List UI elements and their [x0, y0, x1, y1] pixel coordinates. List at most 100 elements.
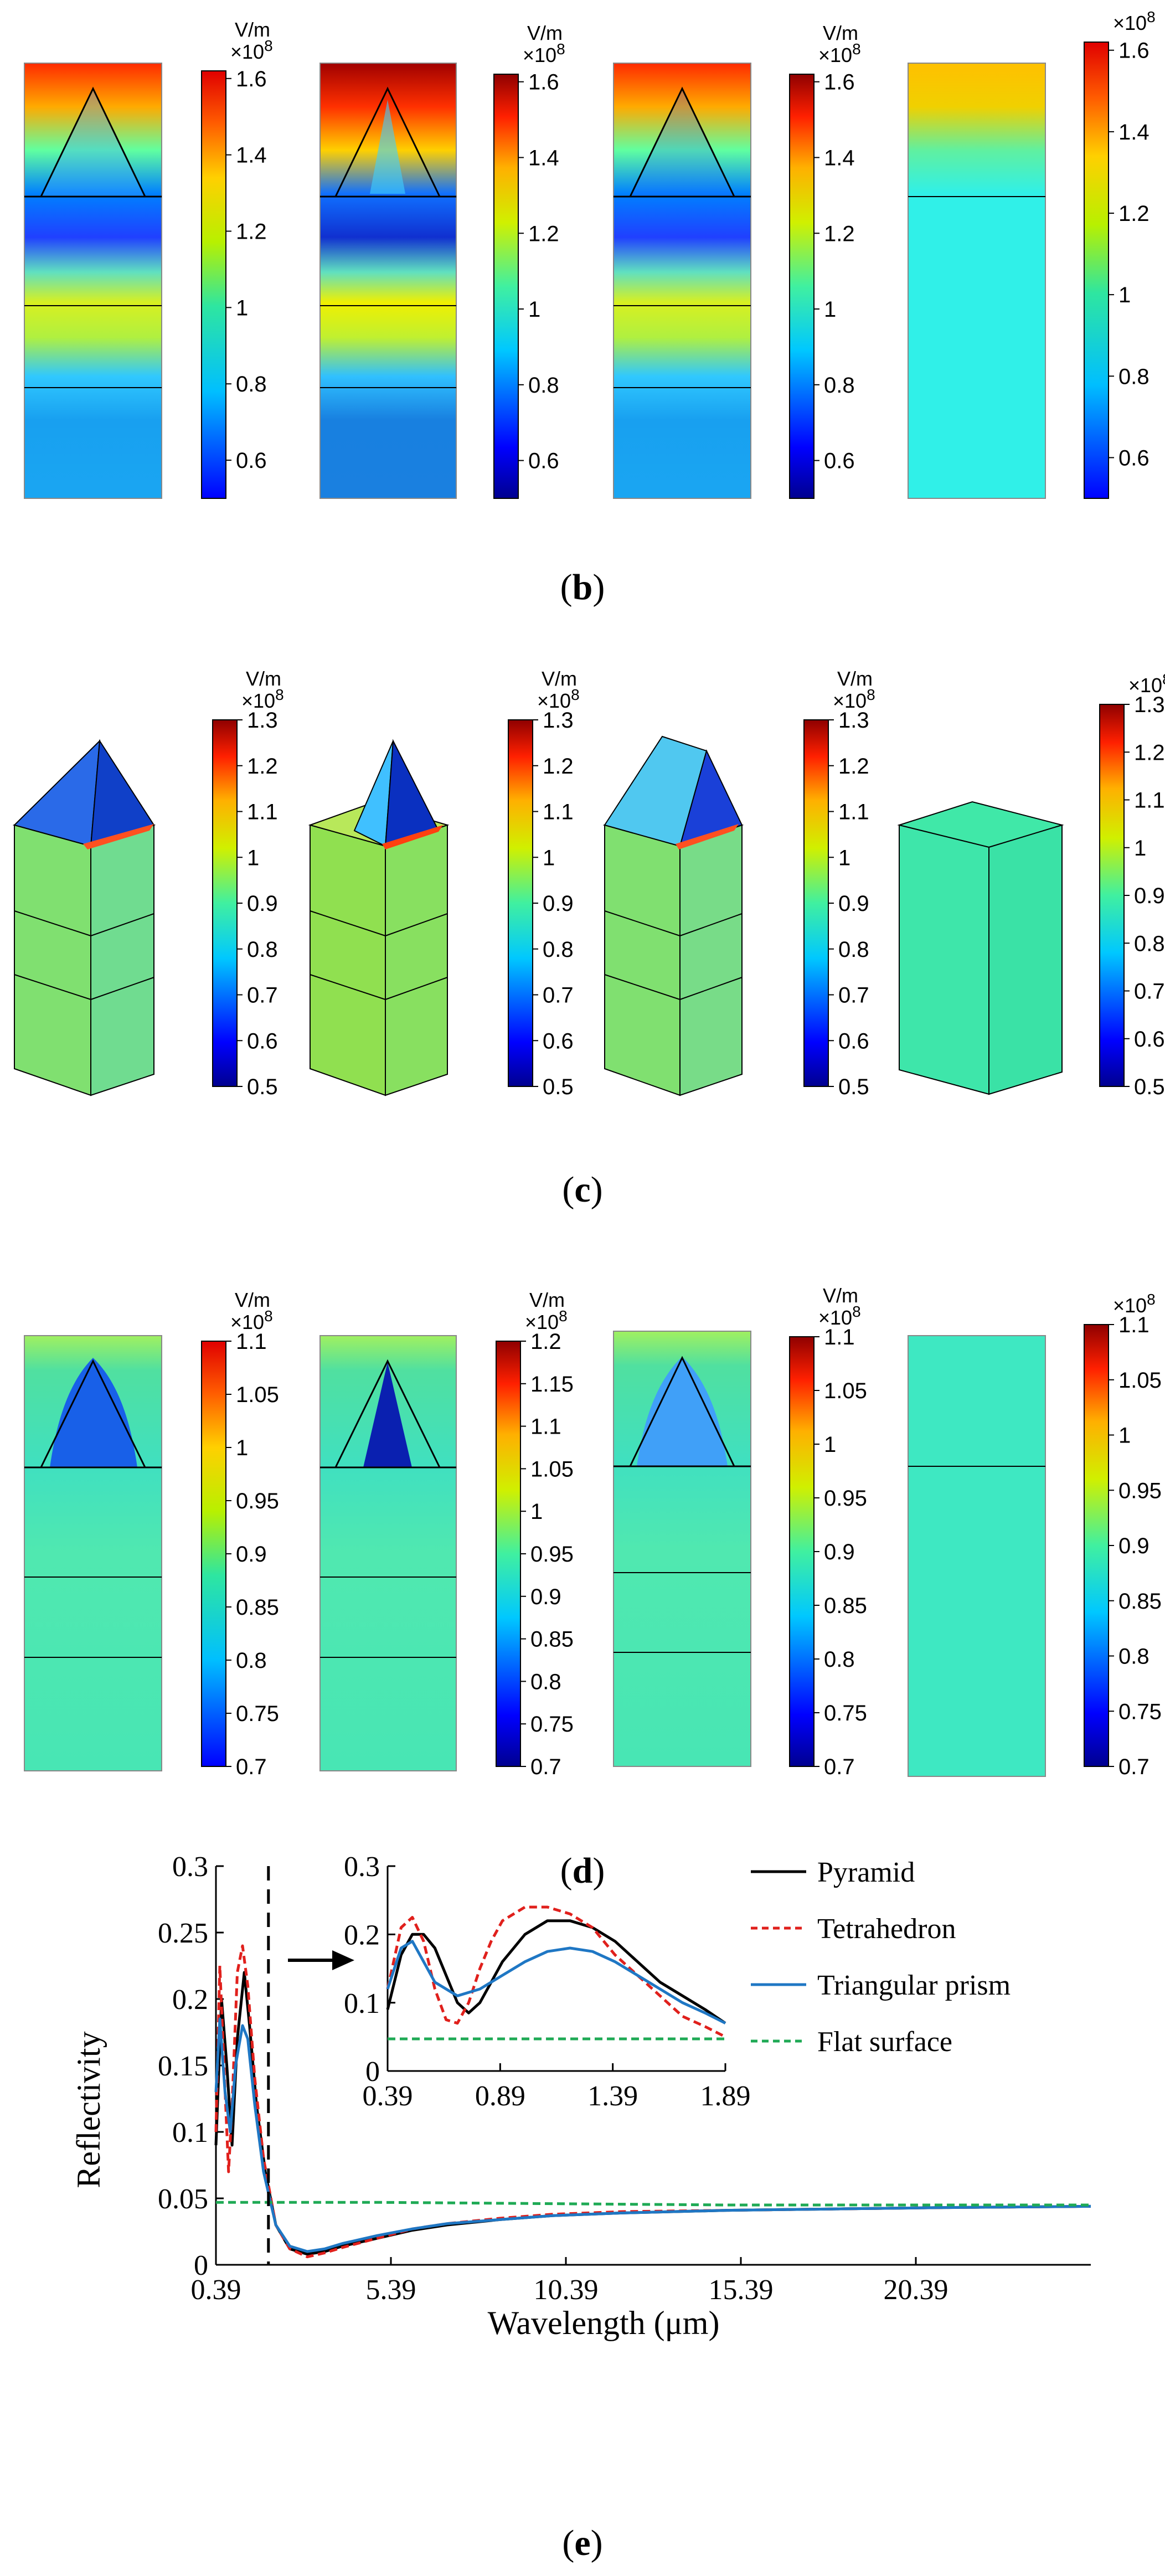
colorbar-exponent-sup: 8 [275, 686, 284, 703]
colorbar-tick-label: 1 [824, 1433, 836, 1457]
colorbar-tick-label: 1.2 [236, 220, 267, 244]
colorbar [212, 719, 238, 1087]
colorbar-tick-label: 1.4 [528, 146, 559, 170]
colorbars-c: V/m×1081.31.21.110.90.80.70.60.5V/m×1081… [212, 667, 1165, 1099]
colorbar-unit: V/m [235, 1289, 270, 1311]
colorbars-d: V/m×1081.11.0510.950.90.850.80.750.7V/m×… [201, 1284, 1162, 1779]
panel-c [12, 735, 1064, 1096]
panel-d [24, 1331, 1046, 1777]
colorbar-tick-label: 0.5 [543, 1075, 574, 1099]
colorbar-tick-label: 0.8 [1118, 1645, 1149, 1669]
colorbar [789, 74, 815, 499]
colorbar-tick-label: 1.05 [530, 1457, 574, 1481]
colorbar-tick-label: 1.4 [236, 143, 267, 168]
colorbar-tick-label: 0.7 [838, 983, 869, 1008]
colorbar-tick-label: 0.7 [824, 1755, 855, 1779]
colorbar-tick-label: 1.4 [1118, 120, 1149, 145]
colorbar-exponent: ×108 [523, 40, 565, 66]
main-axes: 0 0.05 0.1 0.15 0.2 0.25 0.3 0.39 5.39 10.39 15.39… [158, 1851, 1091, 2306]
colorbar-tick-label: 1.3 [247, 708, 278, 733]
colorbar-tick-label: 0.7 [543, 983, 574, 1008]
y-tick-label: 0 [365, 2056, 380, 2088]
colorbar-exponent-sup: 8 [867, 686, 875, 703]
colorbar-tick-label: 0.85 [236, 1595, 279, 1620]
colorbar-tick-label: 0.8 [236, 1648, 267, 1673]
colorbar-tick-label: 0.8 [247, 937, 278, 962]
colorbar-exponent-sup: 8 [1147, 1291, 1156, 1308]
colorbar-tick-label: 0.8 [824, 373, 855, 398]
colorbar-tick-label: 0.7 [236, 1755, 267, 1779]
colorbar-tick-label: 1.2 [1118, 202, 1149, 226]
colorbar-tick-label: 1.6 [236, 67, 267, 91]
colorbar-exponent: ×108 [537, 686, 580, 712]
inset-axes: 0 0.1 0.2 0.3 0.39 0.89 1.39 1.89 [344, 1851, 751, 2112]
series-line-triangular-prism [214, 2017, 1091, 2253]
colorbar-tick-label: 0.6 [824, 449, 855, 473]
colorbar-exponent: ×108 [230, 37, 273, 63]
colorbar-tick-label: 1 [838, 846, 850, 870]
colorbar [1099, 704, 1125, 1087]
legend: Pyramid Tetrahedron Triangular prism Flat s… [751, 1857, 1011, 2058]
colorbar-tick-label: 0.75 [236, 1702, 279, 1726]
colorbar [803, 719, 829, 1087]
colorbar-tick-label: 1 [236, 1436, 248, 1460]
colorbar-tick-label: 0.9 [543, 892, 574, 916]
colorbar-tick-label: 0.5 [1134, 1075, 1165, 1099]
colorbar-tick-label: 0.9 [824, 1540, 855, 1564]
colorbar-tick-label: 0.6 [1134, 1027, 1165, 1052]
colorbar-exponent-sup: 8 [264, 1307, 273, 1325]
series-line-tetrahedron [386, 1905, 726, 2038]
x-tick-label: 0.39 [363, 2080, 413, 2112]
x-axis-title: Wavelength (μm) [488, 2305, 720, 2341]
colorbar-tick-label: 1.05 [236, 1383, 279, 1407]
series-line-flat-surface [216, 2201, 1091, 2207]
colorbar-tick-label: 1 [530, 1500, 543, 1524]
colorbar-tick-label: 1.1 [543, 800, 574, 825]
colorbar [201, 1341, 226, 1767]
colorbar-exponent-sup: 8 [571, 686, 580, 703]
colorbar-tick-label: 0.6 [528, 449, 559, 473]
colorbar-tick-label: 0.75 [530, 1712, 574, 1737]
colorbar-tick-label: 1.2 [1134, 740, 1165, 765]
colorbar-tick-label: 0.9 [247, 892, 278, 916]
colorbar-tick-label: 1 [247, 846, 259, 870]
y-tick-label: 0.1 [344, 1988, 380, 2019]
colorbar-tick-label: 0.75 [1118, 1699, 1162, 1724]
colorbar-tick-label: 0.6 [247, 1029, 278, 1053]
colorbar-tick-label: 1.2 [530, 1330, 561, 1354]
colorbar-tick-label: 0.8 [1118, 364, 1149, 389]
y-tick-label: 0.3 [172, 1851, 208, 1883]
colorbar-exponent-sup: 8 [1162, 671, 1165, 688]
series-line-triangular-prism [386, 1940, 726, 2024]
colorbar-exponent-sup: 8 [559, 1307, 568, 1325]
colorbar-exponent-sup: 8 [556, 40, 565, 58]
colorbar-tick-label: 0.95 [824, 1486, 867, 1511]
colorbar-tick-label: 1.05 [1118, 1368, 1162, 1393]
y-tick-label: 0.05 [158, 2183, 208, 2215]
panel-label-d: (d) [560, 1851, 605, 1891]
colorbar [508, 719, 533, 1087]
colorbar-tick-label: 1 [1134, 836, 1146, 861]
box-triangular-prism [602, 735, 744, 1096]
colorbar-tick-label: 0.9 [530, 1585, 561, 1609]
field-map-flat-surface [908, 63, 1046, 499]
x-tick-label: 1.39 [587, 2080, 638, 2112]
colorbar [496, 1341, 521, 1767]
colorbar-tick-label: 1.1 [247, 800, 278, 825]
x-tick-label: 0.39 [191, 2274, 241, 2306]
field-map-triangular-prism [613, 63, 751, 499]
colorbar-unit: V/m [246, 667, 281, 690]
colorbar-tick-label: 0.6 [236, 449, 267, 473]
colorbar-tick-label: 0.6 [543, 1029, 574, 1053]
legend-label: Tetrahedron [817, 1913, 956, 1945]
colorbar-tick-label: 0.8 [236, 372, 267, 396]
colorbar [789, 1336, 815, 1767]
colorbar-tick-label: 1.6 [1118, 39, 1149, 63]
colorbar [201, 70, 226, 499]
colorbar-tick-label: 0.8 [530, 1670, 561, 1694]
y-axis-title: Reflectivity [70, 2031, 107, 2188]
colorbar-tick-label: 1 [543, 846, 555, 870]
colorbar-tick-label: 1.1 [838, 800, 869, 825]
colorbar-unit: V/m [837, 667, 873, 690]
